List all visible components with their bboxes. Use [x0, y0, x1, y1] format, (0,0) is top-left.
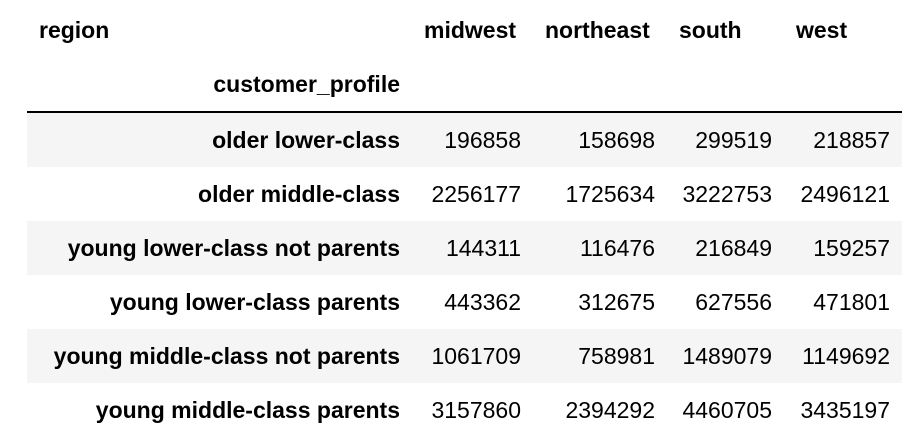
row-label: older middle-class	[198, 180, 400, 207]
column-header-midwest: midwest	[424, 16, 517, 43]
table-cell: 216849	[695, 234, 772, 261]
table-row: older middle-class 2256177 1725634 32227…	[27, 167, 902, 221]
table-cell: 312675	[578, 288, 655, 315]
index-header-blank	[412, 57, 533, 113]
table-cell: 2394292	[565, 396, 655, 423]
table-cell: 158698	[578, 126, 655, 153]
row-label: young middle-class parents	[95, 396, 400, 423]
table-cell: 196858	[444, 126, 521, 153]
row-label: young lower-class parents	[109, 288, 400, 315]
table-cell: 4460705	[682, 396, 772, 423]
index-header-blank	[533, 57, 667, 113]
table-row: young lower-class parents 443362 312675 …	[27, 275, 902, 329]
columns-name-label: region	[39, 16, 110, 43]
pivot-table: region midwest northeast south west cust…	[27, 3, 902, 437]
index-header-row: customer_profile	[27, 57, 902, 113]
table-row: young middle-class parents 3157860 23942…	[27, 383, 902, 437]
table-cell: 3222753	[682, 180, 772, 207]
row-label: older lower-class	[212, 126, 400, 153]
column-header-row: region midwest northeast south west	[27, 3, 902, 57]
index-header-blank	[667, 57, 784, 113]
table-cell: 1061709	[431, 342, 521, 369]
table-cell: 1725634	[565, 180, 655, 207]
table-cell: 116476	[579, 234, 655, 261]
table-cell: 443362	[444, 288, 521, 315]
table-cell: 3157860	[431, 396, 521, 423]
table-cell: 299519	[695, 126, 772, 153]
column-header-west: west	[796, 16, 848, 43]
table-cell: 218857	[813, 126, 890, 153]
row-label: young middle-class not parents	[53, 342, 400, 369]
table-cell: 758981	[578, 342, 655, 369]
table-cell: 2496121	[800, 180, 890, 207]
table-cell: 1149692	[802, 342, 890, 369]
table-row: young middle-class not parents 1061709 7…	[27, 329, 902, 383]
row-label: young lower-class not parents	[67, 234, 400, 261]
column-header-south: south	[679, 16, 742, 43]
table-cell: 159257	[813, 234, 890, 261]
index-name-label: customer_profile	[27, 57, 412, 113]
table-cell: 3435197	[800, 396, 890, 423]
table-cell: 1489079	[682, 342, 772, 369]
table-cell: 2256177	[431, 180, 521, 207]
table-row: young lower-class not parents 144311 116…	[27, 221, 902, 275]
table-row: older lower-class 196858 158698 299519 2…	[27, 112, 902, 167]
column-header-northeast: northeast	[545, 16, 650, 43]
table-header: region midwest northeast south west cust…	[27, 3, 902, 113]
table-cell: 144311	[445, 234, 521, 261]
table-body: older lower-class 196858 158698 299519 2…	[27, 112, 902, 437]
index-header-blank	[784, 57, 902, 113]
table-cell: 627556	[695, 288, 772, 315]
table-cell: 471801	[813, 288, 890, 315]
